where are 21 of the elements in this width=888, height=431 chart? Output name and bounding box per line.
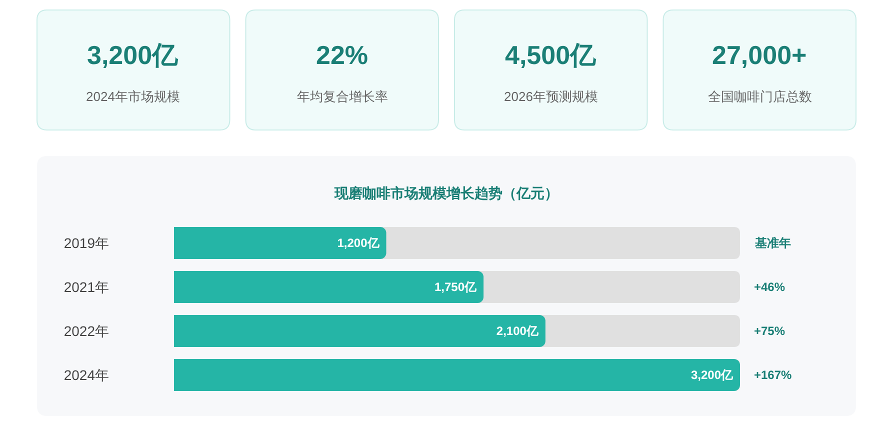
- y-tick-label: 2022年: [64, 322, 109, 339]
- chart-title: 现磨咖啡市场规模增长趋势（亿元）: [334, 184, 558, 201]
- text: 2026年预测规模: [504, 89, 598, 104]
- text: +46%: [754, 280, 786, 294]
- text: 3,200亿: [87, 40, 180, 70]
- text: 22%: [316, 40, 368, 70]
- text: 2024年市场规模: [86, 89, 180, 104]
- y-tick-label: 2021年: [64, 278, 109, 295]
- y-tick-label: 2024年: [64, 366, 109, 383]
- data-label: 3,200亿: [690, 368, 734, 382]
- data-label: 2,100亿: [496, 324, 540, 338]
- text: +167%: [754, 368, 792, 382]
- text: 全国咖啡门店总数: [708, 89, 812, 104]
- text: 年均复合增长率: [297, 89, 388, 104]
- text: 27,000+: [712, 40, 807, 70]
- y-tick-label: 2019年: [64, 234, 109, 251]
- data-label: 1,200亿: [337, 236, 380, 250]
- data-label: 1,750亿: [434, 280, 478, 294]
- text: 4,500亿: [505, 40, 598, 70]
- text: 基准年: [754, 236, 791, 250]
- text: +75%: [754, 324, 786, 338]
